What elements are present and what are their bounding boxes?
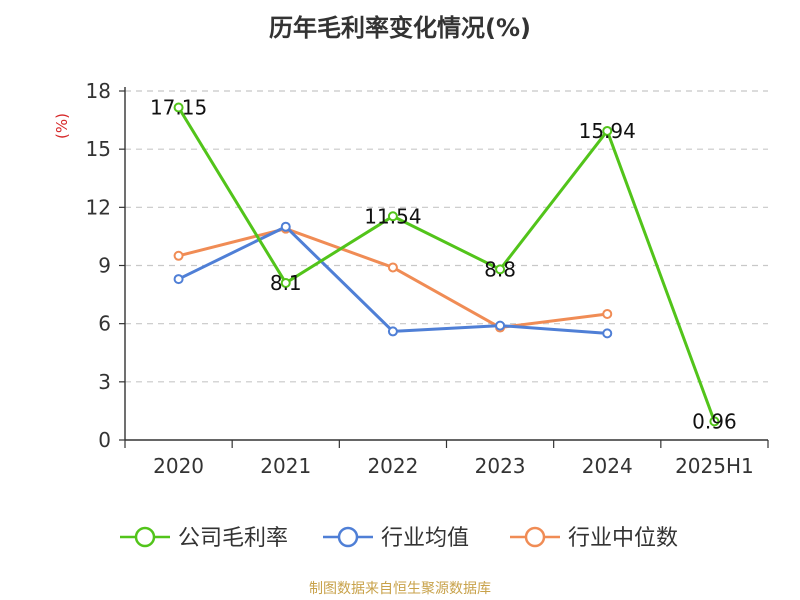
axes: 0 3 6 9 12 15 18 2020 2021 2022 2023 2024 2025H1 (%)	[53, 79, 769, 478]
data-point	[387, 211, 398, 222]
data-point	[280, 277, 291, 288]
data-point	[495, 320, 506, 331]
y-tick-label: 3	[98, 370, 111, 394]
data-point	[173, 274, 184, 285]
legend-swatch-marker	[337, 526, 359, 548]
x-tick-label: 2025H1	[675, 454, 754, 478]
x-tick-label: 2022	[367, 454, 418, 478]
data-label: 11.54	[364, 204, 421, 228]
y-tick-label: 12	[86, 195, 111, 219]
data-label: 0.96	[692, 409, 737, 433]
data-point	[602, 125, 613, 136]
data-label: 8.8	[484, 257, 516, 281]
legend-swatch-marker	[524, 526, 546, 548]
series-lines	[173, 102, 720, 427]
legend-swatch-marker	[134, 526, 156, 548]
gridlines	[125, 90, 768, 383]
data-point	[709, 416, 720, 427]
legend-item[interactable]: 行业中位数	[510, 526, 678, 551]
legend-item[interactable]: 行业均值	[323, 526, 469, 551]
y-tick-label: 0	[98, 428, 111, 452]
x-tick-label: 2020	[153, 454, 204, 478]
series-line	[177, 106, 716, 422]
legend-item[interactable]: 公司毛利率	[120, 526, 288, 551]
data-point	[495, 264, 506, 275]
y-tick-label: 18	[86, 79, 111, 103]
series-line	[177, 225, 608, 335]
legend[interactable]: 公司毛利率 行业均值 行业中位数	[120, 526, 678, 551]
y-tick-label: 9	[98, 254, 111, 278]
x-tick-label: 2023	[475, 454, 526, 478]
legend-label: 行业中位数	[568, 526, 678, 551]
data-labels: 17.15 8.1 11.54 8.8 15.94 0.96	[150, 95, 737, 433]
data-source-note: 制图数据来自恒生聚源数据库	[309, 581, 491, 597]
series-line	[178, 227, 608, 330]
data-point	[602, 308, 613, 319]
legend-label: 公司毛利率	[178, 526, 288, 551]
data-point	[387, 326, 398, 337]
x-tick-label: 2021	[260, 454, 311, 478]
data-point	[173, 250, 184, 261]
y-tick-label: 15	[86, 137, 111, 161]
data-label: 17.15	[150, 95, 207, 119]
data-label: 8.1	[270, 271, 302, 295]
data-label: 15.94	[579, 119, 636, 143]
data-point	[173, 102, 184, 113]
legend-label: 行业均值	[381, 526, 469, 551]
y-axis-label: (%)	[53, 113, 71, 139]
data-point	[602, 328, 613, 339]
y-tick-label: 6	[98, 312, 111, 336]
chart-title: 历年毛利率变化情况(%)	[269, 14, 531, 42]
data-point	[280, 221, 291, 232]
data-point	[387, 262, 398, 273]
x-tick-label: 2024	[582, 454, 633, 478]
